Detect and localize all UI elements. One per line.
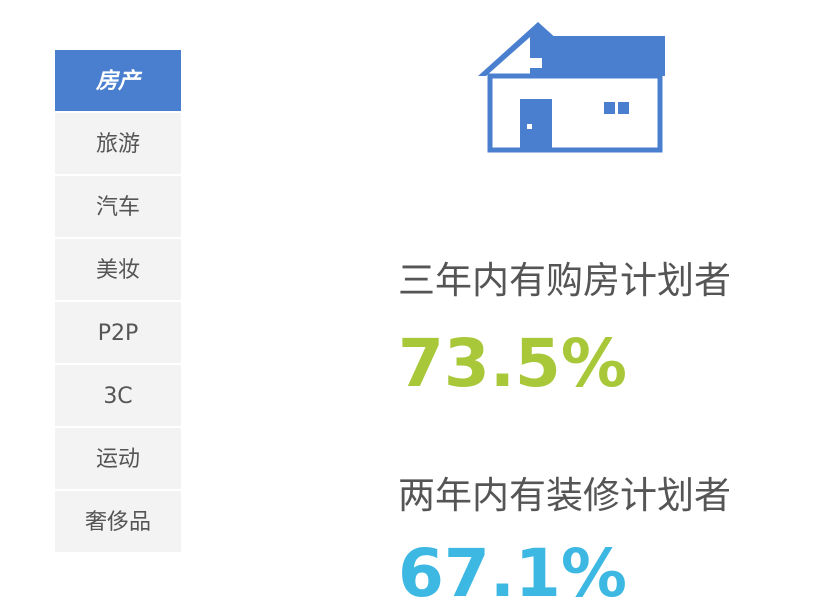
menu-item[interactable]: 运动: [55, 428, 181, 491]
stat-label: 三年内有购房计划者: [398, 259, 731, 302]
menu-item[interactable]: 奢侈品: [55, 491, 181, 554]
menu-item[interactable]: P2P: [55, 302, 181, 365]
side-menu: 房产 旅游 汽车 美妆 P2P 3C 运动 奢侈品: [55, 50, 181, 554]
menu-item[interactable]: 汽车: [55, 176, 181, 239]
menu-item[interactable]: 3C: [55, 365, 181, 428]
stat-value: 67.1%: [398, 535, 627, 612]
menu-item[interactable]: 旅游: [55, 113, 181, 176]
menu-item[interactable]: 房产: [55, 50, 181, 113]
house-icon: [478, 22, 665, 153]
menu-item[interactable]: 美妆: [55, 239, 181, 302]
stat-label: 两年内有装修计划者: [398, 474, 731, 517]
stat-value: 73.5%: [398, 325, 627, 402]
